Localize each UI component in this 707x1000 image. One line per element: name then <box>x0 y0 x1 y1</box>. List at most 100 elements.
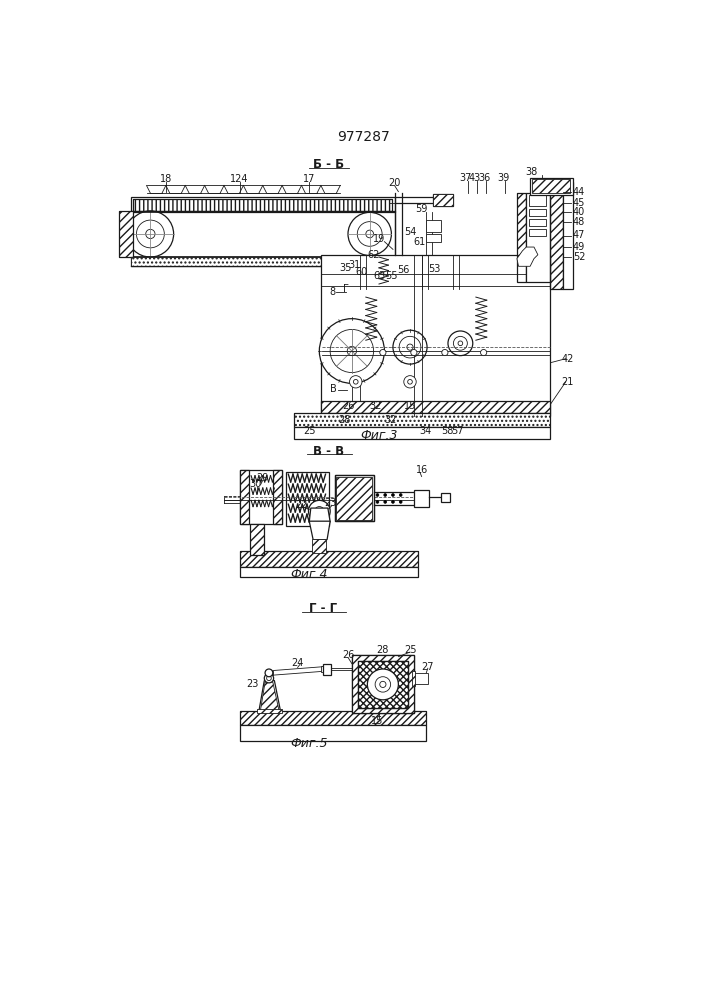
Circle shape <box>376 494 379 496</box>
Bar <box>433 194 452 206</box>
Circle shape <box>349 376 362 388</box>
Text: 26: 26 <box>341 401 354 411</box>
Bar <box>293 427 549 439</box>
Text: 56: 56 <box>397 265 409 275</box>
Text: 44: 44 <box>573 187 585 197</box>
Text: 29: 29 <box>257 473 269 483</box>
Circle shape <box>392 501 395 503</box>
Text: 61: 61 <box>413 237 426 247</box>
Circle shape <box>146 229 155 239</box>
Bar <box>240 551 418 567</box>
Text: 62: 62 <box>368 250 380 260</box>
Text: 31: 31 <box>348 260 361 270</box>
Text: 8: 8 <box>329 287 336 297</box>
Text: 60: 60 <box>356 267 368 277</box>
Text: 28: 28 <box>338 415 350 425</box>
Bar <box>250 524 264 555</box>
Bar <box>321 401 549 413</box>
Bar <box>549 182 563 289</box>
Bar <box>529 195 546 206</box>
Circle shape <box>407 344 413 350</box>
Text: 32: 32 <box>385 415 397 425</box>
Circle shape <box>376 501 379 503</box>
Text: 23: 23 <box>324 498 337 508</box>
Bar <box>293 413 549 427</box>
Circle shape <box>315 507 324 516</box>
Bar <box>433 194 452 206</box>
Bar <box>441 493 450 502</box>
Text: В: В <box>330 384 337 394</box>
Circle shape <box>393 330 427 364</box>
Text: 54: 54 <box>404 227 416 237</box>
Bar <box>352 655 414 713</box>
Text: Фиг.3: Фиг.3 <box>361 429 398 442</box>
Bar <box>119 211 134 257</box>
Text: 48: 48 <box>573 217 585 227</box>
Circle shape <box>399 501 402 503</box>
Text: 25: 25 <box>404 645 416 655</box>
Text: 37: 37 <box>460 173 472 183</box>
Text: 22: 22 <box>296 500 308 510</box>
Polygon shape <box>309 508 330 522</box>
Text: 124: 124 <box>230 174 249 184</box>
Circle shape <box>404 376 416 388</box>
Bar <box>563 182 573 289</box>
Text: Г: Г <box>344 284 349 294</box>
Bar <box>240 711 426 725</box>
Bar <box>240 470 282 524</box>
Bar <box>132 199 392 211</box>
Text: 58: 58 <box>441 426 453 436</box>
Text: 39: 39 <box>497 173 509 183</box>
Bar <box>131 197 395 212</box>
Text: 16: 16 <box>416 465 428 475</box>
Circle shape <box>366 230 373 238</box>
Circle shape <box>408 379 412 384</box>
Bar <box>273 470 282 524</box>
Text: Фиг.4: Фиг.4 <box>291 568 328 581</box>
Bar <box>321 666 327 672</box>
Circle shape <box>399 494 402 496</box>
Bar <box>240 711 426 725</box>
Circle shape <box>267 676 271 681</box>
Text: 26: 26 <box>341 650 354 660</box>
Text: 30: 30 <box>249 479 261 489</box>
Circle shape <box>375 677 391 692</box>
Text: 45: 45 <box>573 198 585 208</box>
Bar <box>352 655 414 713</box>
Text: Г - Г: Г - Г <box>309 602 337 615</box>
Bar <box>257 709 282 713</box>
Text: 18: 18 <box>160 174 172 184</box>
Text: 27: 27 <box>421 662 434 672</box>
Bar <box>240 470 249 524</box>
Bar <box>132 199 392 211</box>
Text: 24: 24 <box>291 658 304 668</box>
Bar <box>517 193 526 282</box>
Text: 49: 49 <box>573 242 585 252</box>
Text: 15: 15 <box>404 401 416 411</box>
Polygon shape <box>309 521 330 540</box>
Circle shape <box>308 500 330 522</box>
Text: 25: 25 <box>303 426 315 436</box>
Bar <box>529 219 546 226</box>
Text: Фиг.5: Фиг.5 <box>291 737 328 750</box>
Bar <box>131 257 395 266</box>
Bar <box>131 257 395 266</box>
Text: 38: 38 <box>525 167 538 177</box>
Bar <box>131 211 395 257</box>
Text: 977287: 977287 <box>337 130 390 144</box>
Circle shape <box>453 336 467 350</box>
Circle shape <box>347 346 356 356</box>
Circle shape <box>317 510 321 513</box>
Text: 55: 55 <box>385 271 397 281</box>
Text: 20: 20 <box>388 178 401 188</box>
Text: 17: 17 <box>303 174 315 184</box>
Bar <box>335 475 373 521</box>
Circle shape <box>320 319 385 383</box>
Circle shape <box>264 674 274 683</box>
Text: 59: 59 <box>416 204 428 214</box>
Text: 35: 35 <box>339 263 352 273</box>
Circle shape <box>392 494 395 496</box>
Bar <box>323 664 331 675</box>
Bar <box>549 182 563 289</box>
Bar <box>240 725 426 741</box>
